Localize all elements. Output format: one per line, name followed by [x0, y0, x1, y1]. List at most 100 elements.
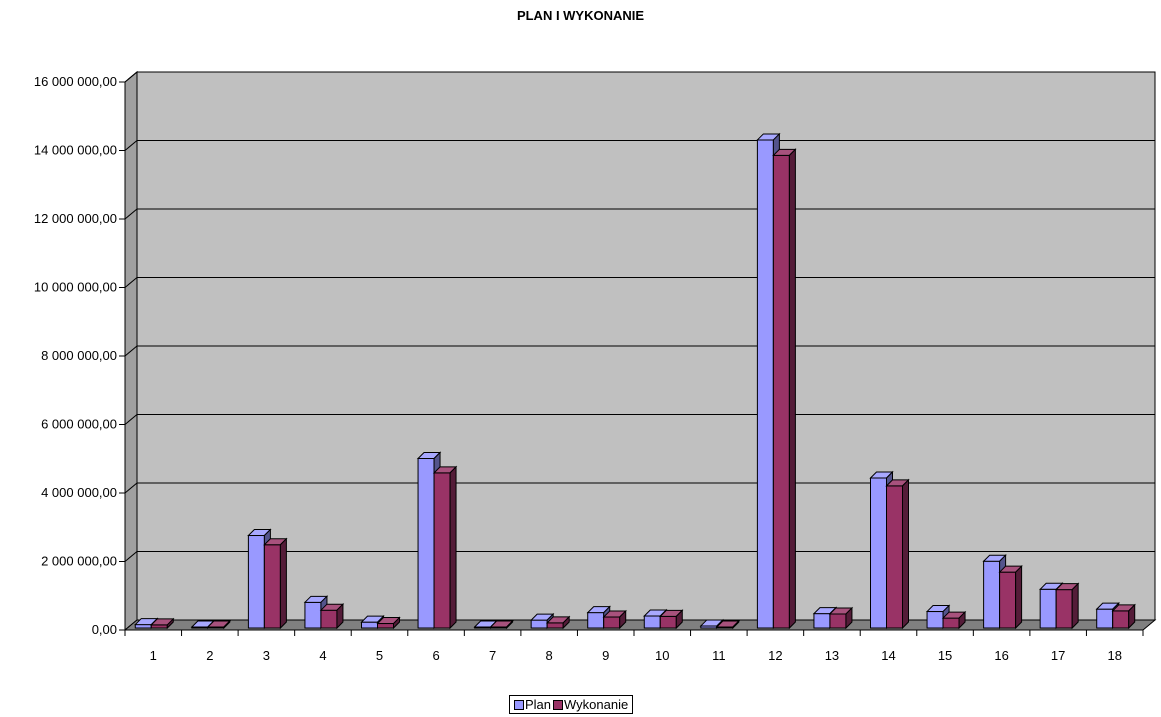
bar-front — [1096, 608, 1114, 629]
bar-side — [1128, 603, 1136, 630]
y-tick-label: 16 000 000,00 — [34, 74, 117, 89]
x-tick-label: 14 — [881, 648, 895, 663]
x-tick-label: 7 — [489, 648, 496, 663]
chart-title: PLAN I WYKONANIE — [516, 8, 645, 23]
bar-side — [393, 616, 400, 630]
bar-front — [304, 601, 322, 629]
y-tick-label: 14 000 000,00 — [34, 143, 117, 158]
x-tick-label: 12 — [768, 648, 782, 663]
gridline — [124, 414, 1155, 425]
bar-front — [263, 544, 281, 629]
bar-wykonanie-9 — [602, 609, 627, 630]
bar-front — [1039, 588, 1057, 629]
bar-side — [958, 610, 966, 630]
bar-front — [134, 624, 152, 629]
gridline — [124, 482, 1155, 494]
bar-front — [983, 560, 1001, 629]
bar-wykonanie-10 — [659, 609, 684, 630]
x-tick-label: 1 — [150, 648, 157, 663]
bar-side — [336, 602, 344, 630]
x-tick-label: 10 — [655, 648, 669, 663]
bar-wykonanie-3 — [263, 537, 288, 630]
bar-front — [433, 472, 451, 629]
bar-front — [886, 485, 903, 629]
x-tick-label: 9 — [602, 648, 609, 663]
bar-wykonanie-15 — [941, 610, 967, 630]
bar-wykonanie-17 — [1054, 582, 1080, 630]
bar-front — [417, 457, 435, 629]
bar-front — [1112, 610, 1130, 629]
gridline — [124, 71, 1155, 83]
x-tick-label: 18 — [1107, 648, 1121, 663]
x-tick-label: 13 — [825, 648, 839, 663]
bar-front — [942, 617, 960, 629]
bar-front — [361, 621, 378, 629]
legend-item-plan: Plan — [514, 697, 551, 712]
bar-side — [506, 619, 514, 630]
bar-side — [562, 615, 570, 630]
x-tick-label: 11 — [712, 648, 726, 663]
gridline — [124, 208, 1155, 220]
bar-front — [546, 622, 564, 629]
bar-chart: 0,00 2 000 000,00 4 000 000,00 6 000 000,00… — [34, 70, 1157, 663]
bar-front — [999, 571, 1017, 629]
bar-front — [772, 154, 790, 629]
x-tick-label: 17 — [1051, 648, 1065, 663]
y-tick-label: 2 000 000,00 — [41, 554, 117, 569]
bar-wykonanie-4 — [319, 602, 345, 630]
x-tick-label: 3 — [263, 648, 270, 663]
legend-item-wykonanie: Wykonanie — [553, 697, 628, 712]
bar-front — [377, 623, 394, 629]
bar-front — [829, 613, 847, 629]
bar-wykonanie-12 — [772, 148, 797, 630]
bar-wykonanie-11 — [715, 619, 741, 630]
x-tick-label: 16 — [994, 648, 1008, 663]
bar-side — [902, 478, 909, 630]
bar-side — [675, 609, 683, 630]
bar-side — [732, 619, 740, 630]
bar-front — [870, 477, 887, 629]
x-tick-label: 15 — [938, 648, 952, 663]
y-tick-label: 6 000 000,00 — [41, 417, 117, 432]
bar-front — [643, 615, 661, 629]
bar-front — [603, 616, 621, 629]
legend-swatch-plan — [514, 699, 524, 710]
x-tick-label: 8 — [546, 648, 553, 663]
x-tick-label: 2 — [206, 648, 213, 663]
bar-front — [247, 535, 265, 629]
bar-wykonanie-8 — [545, 615, 571, 630]
legend-label-plan: Plan — [525, 697, 552, 712]
bar-front — [813, 613, 831, 629]
bar-wykonanie-7 — [489, 619, 514, 630]
bar-side — [619, 609, 627, 630]
bar-side — [788, 148, 796, 630]
y-tick-label: 4 000 000,00 — [41, 485, 117, 500]
bar-wykonanie-2 — [206, 619, 232, 630]
y-tick-label: 0,00 — [92, 622, 117, 637]
x-tick-label: 4 — [319, 648, 326, 663]
y-axis: 0,00 2 000 000,00 4 000 000,00 6 000 000,00… — [34, 74, 126, 637]
bar-front — [587, 612, 605, 629]
bar-side — [1015, 564, 1023, 630]
gridline — [124, 277, 1155, 288]
bar-side — [449, 465, 457, 630]
bar-side — [166, 617, 174, 630]
bar-front — [1055, 589, 1073, 629]
bar-front — [530, 619, 548, 629]
bar-front — [756, 139, 774, 629]
bar-side — [279, 537, 287, 630]
y-tick-label: 8 000 000,00 — [41, 348, 117, 363]
bar-wykonanie-16 — [998, 564, 1023, 630]
bar-side — [1071, 582, 1079, 630]
legend: Plan Wykonanie — [509, 695, 634, 714]
legend-swatch-wykonanie — [553, 699, 564, 710]
y-tick-label: 10 000 000,00 — [34, 280, 117, 295]
bar-wykonanie-13 — [828, 606, 854, 630]
bar-front — [926, 611, 944, 629]
x-axis: 1 2 3 4 5 6 7 8 9 10 11 12 13 14 15 16 17 18 — [124, 629, 1144, 663]
gridlines — [124, 71, 1155, 562]
bar-side — [223, 619, 231, 630]
x-tick-label: 6 — [432, 648, 439, 663]
legend-label-wykonanie: Wykonanie — [564, 697, 629, 712]
bar-front — [659, 615, 677, 629]
